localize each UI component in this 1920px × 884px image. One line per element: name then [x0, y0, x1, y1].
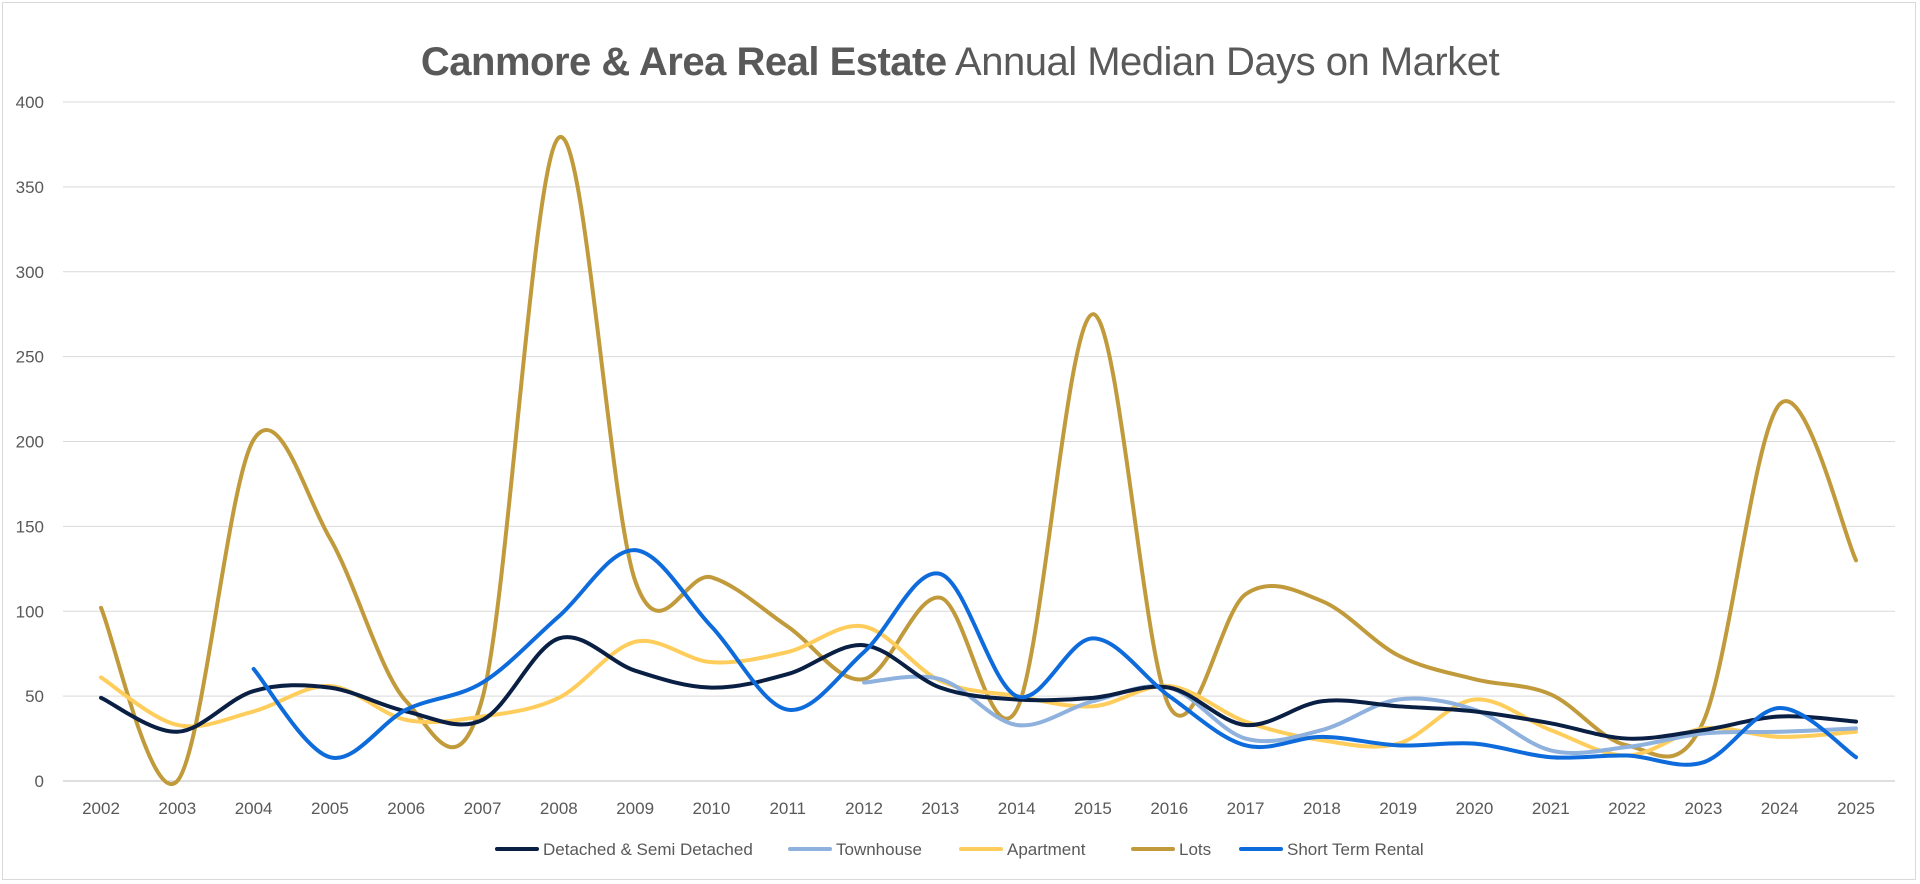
legend-label-apartment: Apartment [1007, 840, 1086, 859]
x-tick-label: 2020 [1456, 799, 1494, 818]
series-line-lots [99, 135, 1858, 786]
chart-title: Canmore & Area Real Estate Annual Median… [0, 40, 1920, 85]
x-tick-label: 2014 [998, 799, 1036, 818]
y-tick-label: 250 [16, 348, 44, 367]
legend-label-lots: Lots [1179, 840, 1211, 859]
x-tick-label: 2007 [464, 799, 502, 818]
chart-title-bold: Canmore & Area Real Estate [420, 40, 947, 84]
x-tick-label: 2003 [158, 799, 196, 818]
y-tick-label: 100 [16, 602, 44, 621]
x-tick-label: 2008 [540, 799, 578, 818]
y-axis-ticks: 0 50 100 150 200 250 300 350 400 [16, 93, 44, 791]
y-tick-label: 350 [16, 178, 44, 197]
y-tick-label: 400 [16, 93, 44, 112]
legend: Detached & Semi Detached Townhouse Apartme… [495, 840, 1424, 859]
x-tick-label: 2012 [845, 799, 883, 818]
x-tick-label: 2010 [693, 799, 731, 818]
series-line-townhouse [862, 674, 1858, 755]
x-axis-ticks: 2002 2003 2004 2005 2006 2007 2008 2009 2010 2011… [82, 799, 1875, 818]
series-line-apartment [99, 623, 1858, 758]
y-tick-label: 0 [35, 772, 44, 791]
x-tick-label: 2024 [1761, 799, 1799, 818]
x-tick-label: 2017 [1227, 799, 1265, 818]
gridlines [63, 101, 1895, 782]
x-tick-label: 2004 [235, 799, 273, 818]
x-tick-label: 2005 [311, 799, 349, 818]
legend-label-detached-semi-detached: Detached & Semi Detached [543, 840, 753, 859]
x-tick-label: 2022 [1608, 799, 1646, 818]
x-tick-label: 2009 [616, 799, 654, 818]
chart-title-regular: Annual Median Days on Market [955, 40, 1500, 84]
y-tick-label: 150 [16, 517, 44, 536]
x-tick-label: 2015 [1074, 799, 1112, 818]
x-tick-label: 2013 [921, 799, 959, 818]
x-tick-label: 2016 [1150, 799, 1188, 818]
x-tick-label: 2025 [1837, 799, 1875, 818]
y-tick-label: 200 [16, 433, 44, 452]
legend-label-short-term-rental: Short Term Rental [1287, 840, 1424, 859]
x-tick-label: 2021 [1532, 799, 1570, 818]
x-tick-label: 2002 [82, 799, 120, 818]
x-tick-label: 2023 [1684, 799, 1722, 818]
series-line-detached-semi-detached [99, 635, 1858, 741]
x-tick-label: 2019 [1379, 799, 1417, 818]
legend-label-townhouse: Townhouse [836, 840, 922, 859]
series-lines [99, 135, 1858, 786]
series-line-short-term-rental [251, 548, 1858, 767]
x-tick-label: 2006 [387, 799, 425, 818]
x-tick-label: 2011 [769, 799, 806, 818]
y-tick-label: 50 [25, 687, 44, 706]
x-tick-label: 2018 [1303, 799, 1341, 818]
y-tick-label: 300 [16, 263, 44, 282]
